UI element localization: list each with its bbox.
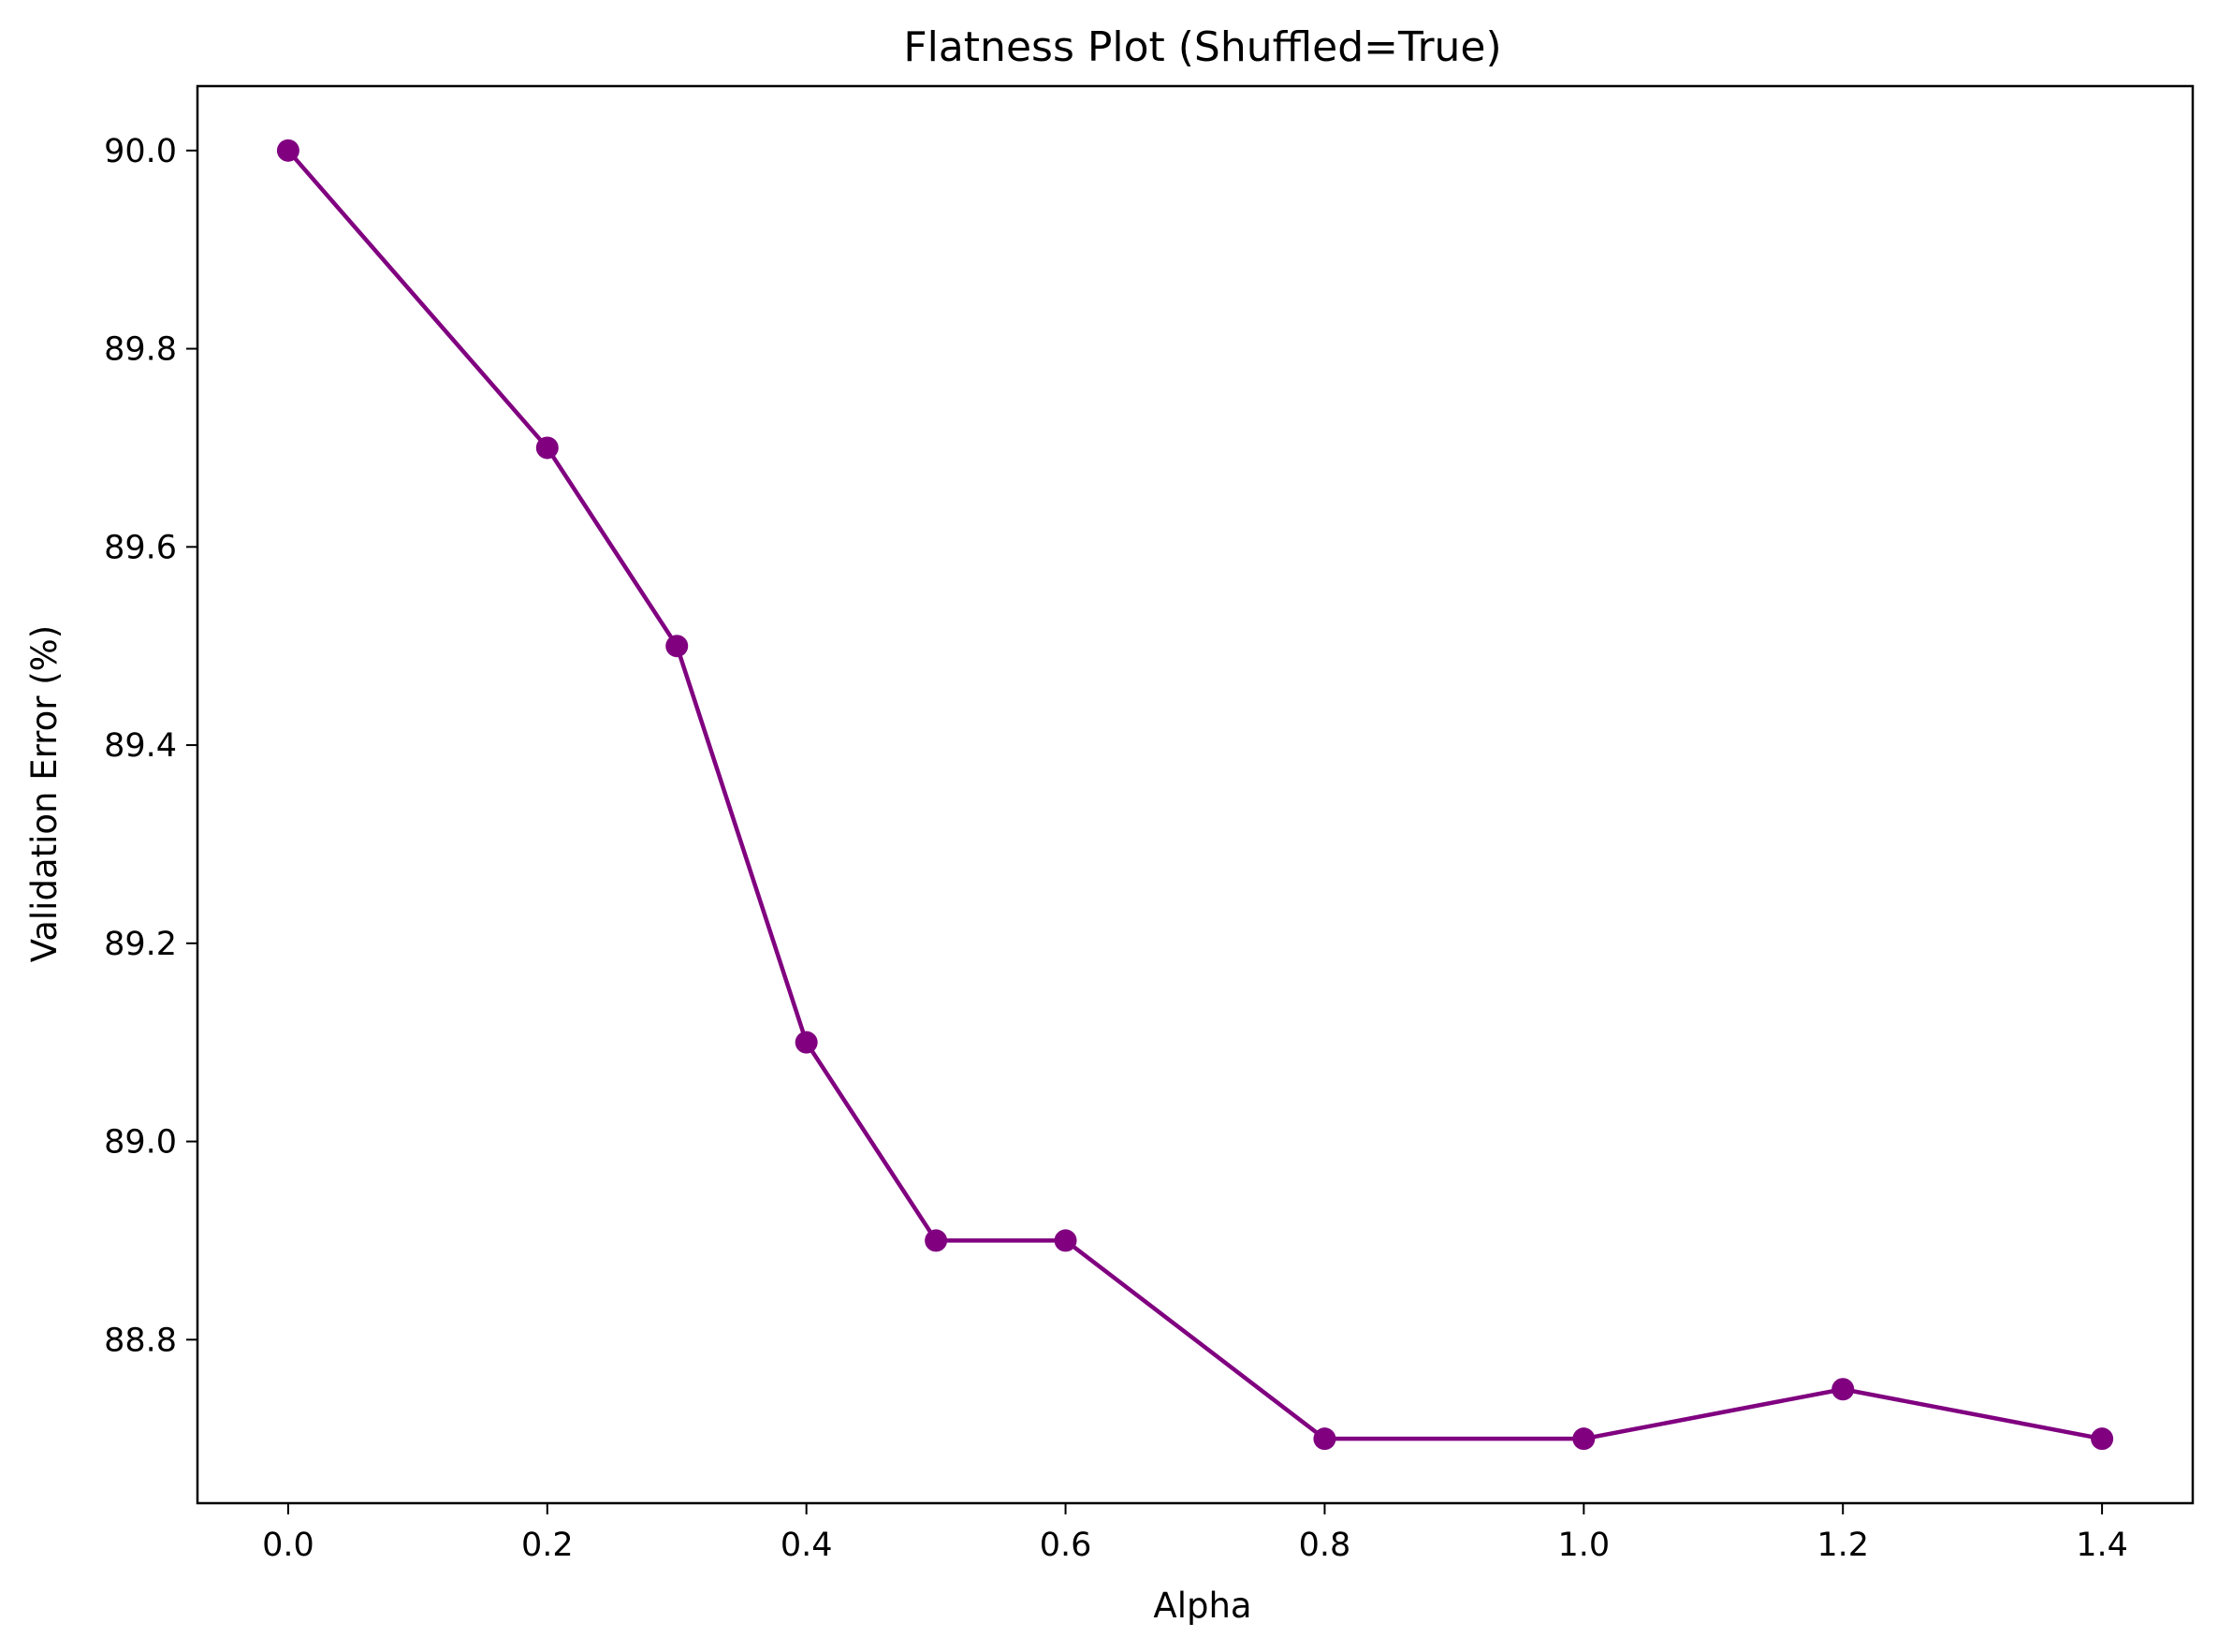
- data-point: [665, 635, 689, 658]
- y-tick-label: 89.4: [104, 727, 177, 765]
- data-point: [925, 1229, 948, 1252]
- y-tick-label: 89.8: [104, 331, 177, 369]
- data-point: [1831, 1378, 1855, 1401]
- data-point: [2091, 1427, 2114, 1451]
- y-tick-label: 90.0: [104, 133, 177, 170]
- chart-title: Flatness Plot (Shuffled=True): [903, 23, 1501, 71]
- x-tick-label: 0.4: [781, 1527, 833, 1564]
- y-axis-ticks: 88.8 89.0 89.2 89.4 89.6 89.8 90.0: [104, 133, 197, 1359]
- x-axis-ticks: 0.0 0.2 0.4 0.6 0.8 1.0 1.2 1.4: [262, 1503, 2128, 1564]
- plot-area-frame: [196, 84, 2195, 1505]
- x-tick-label: 0.2: [521, 1527, 574, 1564]
- x-tick-label: 0.0: [262, 1527, 314, 1564]
- data-point: [535, 436, 559, 460]
- series-line: [285, 148, 2105, 1441]
- y-tick-label: 89.6: [104, 529, 177, 566]
- data-point: [795, 1031, 818, 1054]
- x-tick-label: 0.8: [1299, 1527, 1351, 1564]
- y-tick-label: 89.2: [104, 926, 177, 963]
- data-point: [1054, 1229, 1077, 1252]
- y-tick-label: 88.8: [104, 1322, 177, 1359]
- x-tick-label: 1.4: [2076, 1527, 2128, 1564]
- x-tick-label: 0.6: [1040, 1527, 1092, 1564]
- y-tick-label: 89.0: [104, 1124, 177, 1162]
- data-point: [1572, 1427, 1596, 1451]
- y-axis-label: Validation Error (%): [24, 625, 65, 962]
- x-axis-label: Alpha: [1153, 1586, 1251, 1626]
- x-tick-label: 1.0: [1557, 1527, 1610, 1564]
- x-tick-label: 1.2: [1817, 1527, 1869, 1564]
- data-point: [276, 139, 299, 162]
- data-point: [1313, 1427, 1336, 1451]
- series-layer: [276, 139, 2114, 1451]
